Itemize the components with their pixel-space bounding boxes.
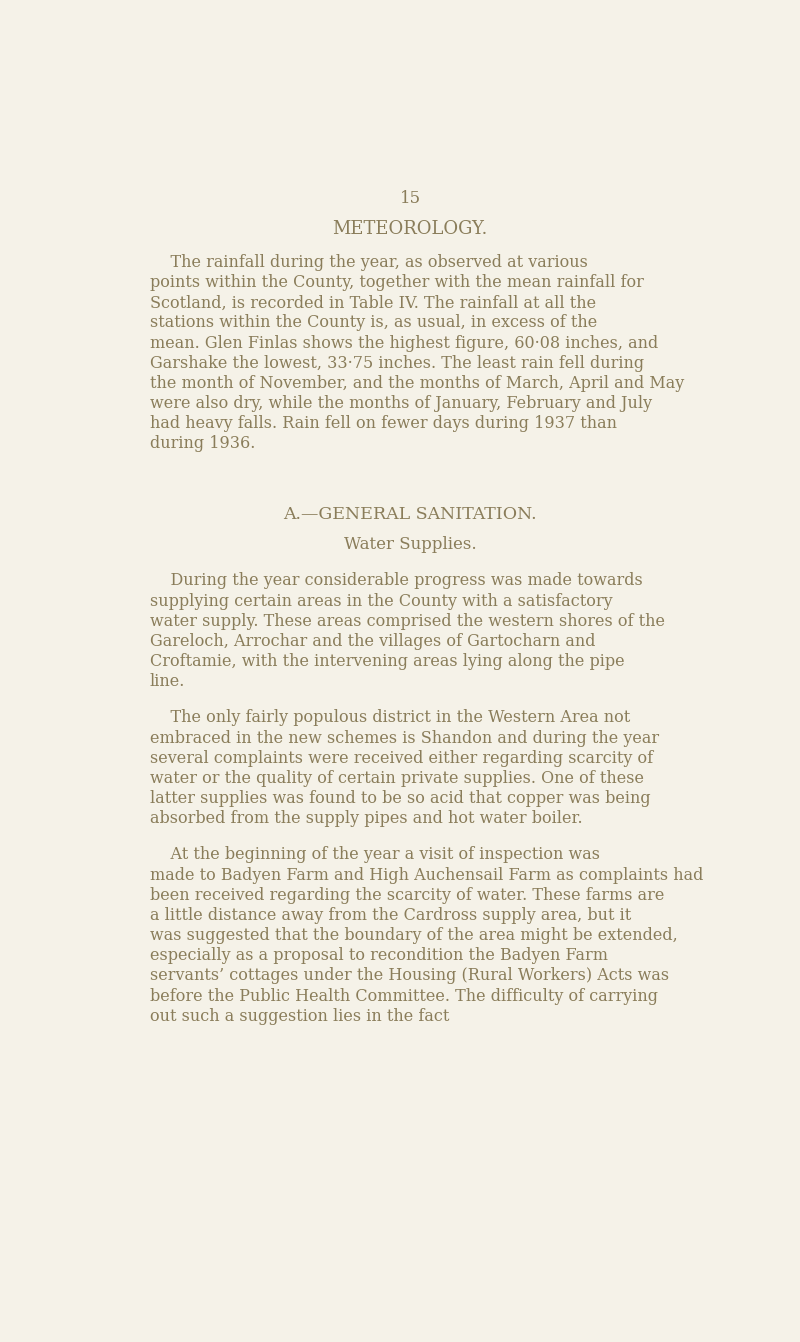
- Text: absorbed from the supply pipes and hot water boiler.: absorbed from the supply pipes and hot w…: [150, 811, 582, 827]
- Text: was suggested that the boundary of the area might be extended,: was suggested that the boundary of the a…: [150, 927, 678, 943]
- Text: Water Supplies.: Water Supplies.: [344, 537, 476, 553]
- Text: line.: line.: [150, 674, 185, 690]
- Text: Gareloch, Arrochar and the villages of Gartocharn and: Gareloch, Arrochar and the villages of G…: [150, 633, 595, 650]
- Text: 15: 15: [399, 191, 421, 207]
- Text: METEOROLOGY.: METEOROLOGY.: [332, 220, 488, 238]
- Text: out such a suggestion lies in the fact: out such a suggestion lies in the fact: [150, 1008, 449, 1025]
- Text: were also dry, while the months of January, February and July: were also dry, while the months of Janua…: [150, 395, 652, 412]
- Text: points within the County, together with the mean rainfall for: points within the County, together with …: [150, 274, 643, 291]
- Text: Croftamie, with the intervening areas lying along the pipe: Croftamie, with the intervening areas ly…: [150, 654, 624, 670]
- Text: Garshake the lowest, 33·75 inches. The least rain fell during: Garshake the lowest, 33·75 inches. The l…: [150, 354, 644, 372]
- Text: been received regarding the scarcity of water. These farms are: been received regarding the scarcity of …: [150, 887, 664, 903]
- Text: During the year considerable progress was made towards: During the year considerable progress wa…: [150, 573, 642, 589]
- Text: several complaints were received either regarding scarcity of: several complaints were received either …: [150, 750, 653, 766]
- Text: stations within the County is, as usual, in excess of the: stations within the County is, as usual,…: [150, 314, 597, 331]
- Text: The rainfall during the year, as observed at various: The rainfall during the year, as observe…: [150, 254, 587, 271]
- Text: A.—GENERAL SANITATION.: A.—GENERAL SANITATION.: [283, 506, 537, 523]
- Text: embraced in the new schemes is Shandon and during the year: embraced in the new schemes is Shandon a…: [150, 730, 658, 746]
- Text: a little distance away from the Cardross supply area, but it: a little distance away from the Cardross…: [150, 907, 631, 923]
- Text: the month of November, and the months of March, April and May: the month of November, and the months of…: [150, 374, 684, 392]
- Text: mean. Glen Finlas shows the highest figure, 60·08 inches, and: mean. Glen Finlas shows the highest figu…: [150, 334, 658, 352]
- Text: At the beginning of the year a visit of inspection was: At the beginning of the year a visit of …: [150, 847, 600, 863]
- Text: made to Badyen Farm and High Auchensail Farm as complaints had: made to Badyen Farm and High Auchensail …: [150, 867, 703, 883]
- Text: water or the quality of certain private supplies. One of these: water or the quality of certain private …: [150, 770, 643, 786]
- Text: during 1936.: during 1936.: [150, 435, 255, 452]
- Text: before the Public Health Committee. The difficulty of carrying: before the Public Health Committee. The …: [150, 988, 658, 1005]
- Text: Scotland, is recorded in Table IV. The rainfall at all the: Scotland, is recorded in Table IV. The r…: [150, 294, 596, 311]
- Text: especially as a proposal to recondition the Badyen Farm: especially as a proposal to recondition …: [150, 947, 608, 964]
- Text: servants’ cottages under the Housing (Rural Workers) Acts was: servants’ cottages under the Housing (Ru…: [150, 968, 669, 984]
- Text: water supply. These areas comprised the western shores of the: water supply. These areas comprised the …: [150, 613, 665, 629]
- Text: latter supplies was found to be so acid that copper was being: latter supplies was found to be so acid …: [150, 790, 650, 807]
- Text: The only fairly populous district in the Western Area not: The only fairly populous district in the…: [150, 710, 630, 726]
- Text: supplying certain areas in the County with a satisfactory: supplying certain areas in the County wi…: [150, 593, 612, 609]
- Text: had heavy falls. Rain fell on fewer days during 1937 than: had heavy falls. Rain fell on fewer days…: [150, 415, 617, 432]
